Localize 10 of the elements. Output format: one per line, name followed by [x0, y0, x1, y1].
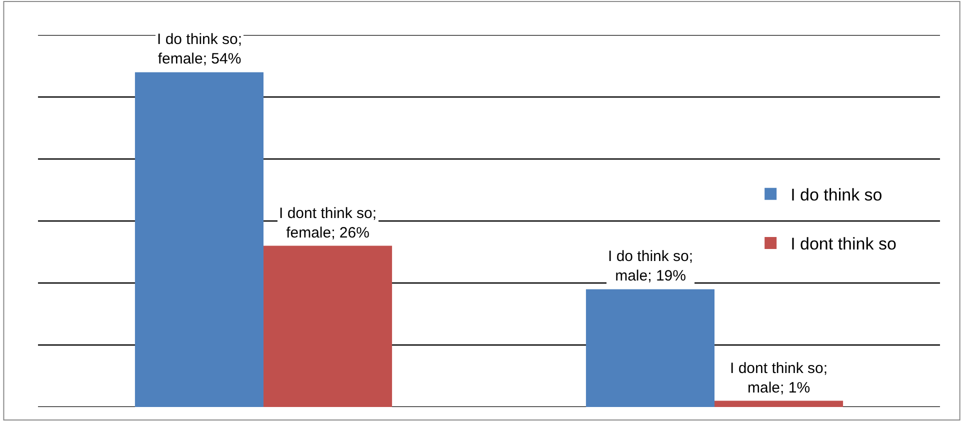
data-label: I dont think so; female; 26% [279, 205, 377, 242]
legend-label: I do think so [790, 186, 882, 205]
bar [586, 289, 714, 407]
legend-label: I dont think so [790, 234, 896, 254]
bar [134, 72, 264, 407]
bar [714, 400, 844, 407]
data-label: I do think so; female; 54% [157, 31, 242, 68]
data-label: I dont think so; male; 1% [730, 360, 828, 396]
bar [264, 246, 392, 407]
data-label: I do think so; male; 19% [608, 248, 694, 284]
